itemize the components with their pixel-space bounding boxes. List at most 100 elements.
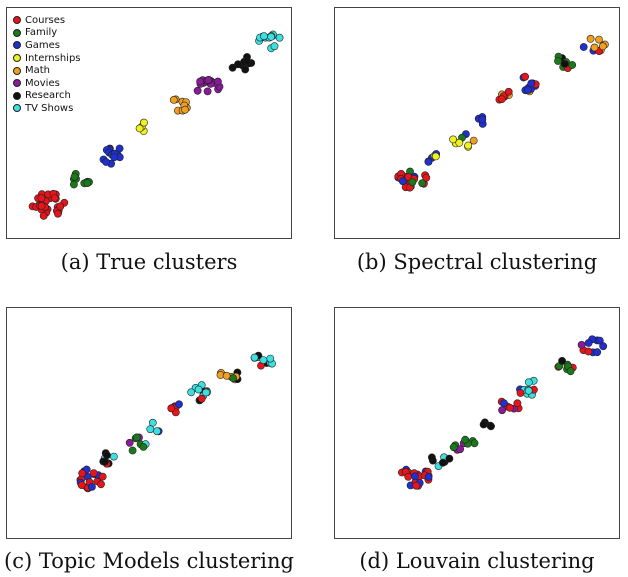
scatter-point (461, 435, 470, 444)
scatter-point (516, 389, 525, 397)
legend-marker-icon (13, 91, 21, 100)
scatter-point (599, 342, 608, 351)
legend-label: Courses (25, 14, 66, 26)
scatter-point (449, 443, 458, 452)
scatter-point (449, 135, 457, 144)
scatter-point (524, 378, 533, 387)
legend-marker-icon (13, 28, 21, 37)
scatter-point (103, 451, 111, 460)
scatter-plot-a (28, 30, 284, 220)
scatter-point (598, 42, 607, 51)
scatter-point (584, 347, 593, 356)
legend-item: Math (13, 64, 81, 77)
scatter-point (590, 43, 599, 52)
scatter-point (455, 138, 464, 147)
scatter-point (228, 63, 237, 72)
scatter-point (203, 87, 212, 96)
scatter-point (521, 72, 529, 81)
scatter-point (89, 469, 98, 477)
scatter-point (424, 472, 433, 481)
scatter-point (266, 354, 275, 363)
scatter-point (97, 480, 105, 489)
legend-label: Research (25, 90, 71, 102)
scatter-point (439, 458, 447, 467)
scatter-point (499, 399, 508, 408)
legend-item: Movies (13, 77, 81, 90)
legend-item: Internships (13, 52, 81, 65)
scatter-point (595, 35, 603, 44)
scatter-point (115, 144, 124, 153)
scatter-plot-d (398, 335, 608, 490)
scatter-plot-b (394, 34, 609, 192)
scatter-point (478, 115, 487, 124)
panel-topic-models (6, 307, 292, 539)
scatter-point (56, 202, 65, 211)
scatter-point (222, 371, 231, 380)
scatter-point (125, 438, 134, 447)
caption-c: (c) Topic Models clustering (4, 549, 294, 573)
scatter-point (408, 178, 417, 186)
scatter-point (428, 453, 436, 462)
scatter-point (39, 211, 48, 220)
scatter-point (250, 353, 259, 362)
scatter-point (267, 32, 275, 41)
scatter-point (412, 481, 421, 490)
scatter-point (204, 76, 213, 84)
scatter-point (431, 152, 440, 161)
scatter-point (153, 427, 161, 436)
caption-b: (b) Spectral clustering (356, 250, 598, 274)
legend-marker-icon (13, 41, 21, 50)
legend-marker-icon (13, 66, 21, 75)
scatter-point (487, 422, 495, 431)
legend-item: Research (13, 90, 81, 103)
scatter-point (110, 452, 118, 461)
scatter-point (229, 374, 237, 382)
scatter-point (88, 482, 96, 491)
scatter-point (270, 42, 279, 51)
scatter-point (146, 425, 155, 434)
scatter-point (497, 95, 506, 103)
scatter-point (558, 357, 566, 365)
scatter-point (422, 173, 431, 182)
scatter-point (259, 356, 268, 364)
scatter-point (527, 79, 536, 88)
scatter-point (568, 61, 577, 69)
scatter-point (398, 177, 407, 186)
panel-spectral (334, 7, 620, 239)
scatter-point (241, 65, 250, 74)
scatter-point (70, 180, 78, 189)
scatter-point (181, 105, 189, 114)
legend-item: Family (13, 27, 81, 40)
scatter-point (593, 348, 602, 357)
scatter-point (37, 201, 46, 210)
caption-d: (d) Louvain clustering (359, 549, 595, 573)
legend-label: Math (25, 65, 51, 77)
scatter-point (260, 32, 268, 41)
scatter-point (504, 87, 513, 96)
scatter-point (554, 57, 562, 65)
legend-label: Games (25, 39, 60, 51)
legend: Courses Family Games Internships Math Movies R… (13, 14, 81, 115)
scatter-point (175, 400, 183, 409)
legend-label: Family (25, 27, 58, 39)
scatter-point (213, 77, 222, 86)
scatter-point (50, 194, 59, 202)
scatter-point (418, 179, 427, 188)
scatter-point (139, 442, 148, 451)
scatter-point (586, 34, 595, 43)
scatter-plot-c (76, 351, 276, 493)
scatter-point (196, 77, 204, 86)
legend-marker-icon (13, 104, 21, 113)
legend-item: Games (13, 39, 81, 52)
scatter-point (424, 157, 433, 166)
scatter-point (584, 339, 593, 347)
caption-a: (a) True clusters (60, 250, 238, 274)
scatter-point (560, 60, 569, 68)
scatter-point (37, 194, 46, 203)
scatter-point (83, 179, 92, 187)
scatter-point (470, 439, 479, 448)
scatter-point (242, 57, 251, 66)
scatter-point (135, 124, 144, 133)
scatter-point (98, 472, 107, 481)
legend-item: Courses (13, 14, 81, 27)
